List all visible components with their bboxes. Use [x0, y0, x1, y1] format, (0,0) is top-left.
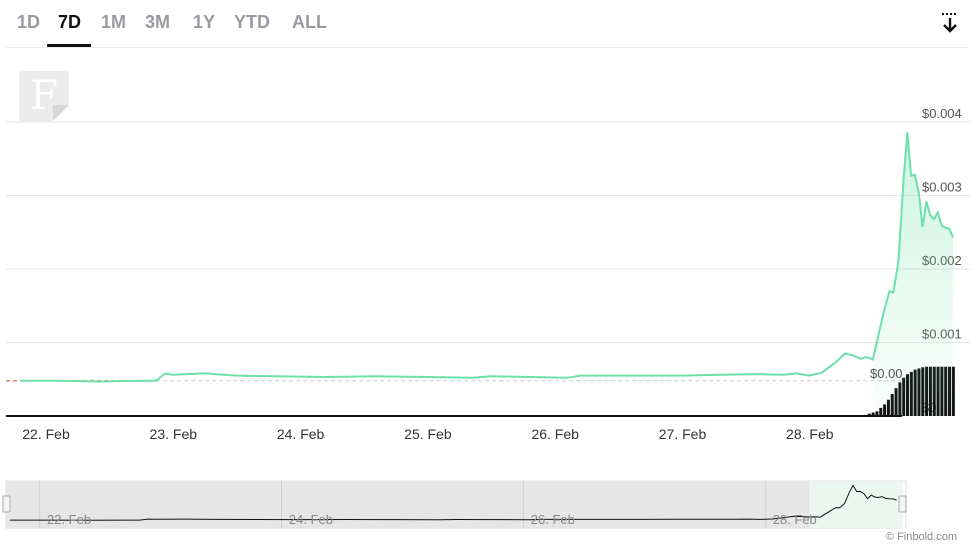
- y-tick-label: $0.003: [922, 180, 962, 195]
- navigator-tick-label: 26. Feb: [531, 512, 575, 527]
- tab-3m[interactable]: 3M: [145, 12, 171, 32]
- y-tick-label: $0.004: [922, 106, 962, 121]
- navigator-line: [10, 484, 897, 521]
- x-tick-label: 22. Feb: [22, 426, 70, 442]
- x-tick-label: 25. Feb: [404, 426, 452, 442]
- active-tab-underline: [47, 44, 91, 47]
- tab-1y[interactable]: 1Y: [193, 12, 216, 32]
- navigator-tick-label: 22. Feb: [47, 512, 91, 527]
- tab-1d[interactable]: 1D: [17, 12, 41, 32]
- x-tick-label: 27. Feb: [659, 426, 707, 442]
- credit-text: © Finbold.com: [885, 531, 957, 543]
- grid-lines: [6, 121, 970, 343]
- tabs-divider: [6, 47, 969, 48]
- price-line: [20, 132, 955, 383]
- tab-7d[interactable]: 7D: [58, 12, 82, 32]
- navigator-mask: [6, 481, 809, 528]
- navigator-right-handle[interactable]: [898, 495, 907, 513]
- download-icon[interactable]: [938, 10, 962, 36]
- navigator-tick-label: 28. Feb: [773, 512, 817, 527]
- current-value-label: $0.00: [870, 366, 903, 381]
- navigator-selection[interactable]: [809, 481, 903, 528]
- x-axis-labels: 22. Feb 23. Feb 24. Feb 25. Feb 26. Feb 27. F…: [22, 426, 833, 442]
- volume-bar: [867, 413, 871, 416]
- range-tabs: 1D 7D 1M 3M 1Y YTD ALL: [0, 0, 975, 48]
- tab-all[interactable]: ALL: [292, 12, 327, 32]
- navigator-left-handle[interactable]: [2, 495, 11, 513]
- navigator-tick-label: 24. Feb: [289, 512, 333, 527]
- tab-ytd[interactable]: YTD: [234, 12, 270, 32]
- price-area: [872, 132, 954, 417]
- navigator-labels: 22. Feb 24. Feb 26. Feb 28. Feb: [47, 512, 817, 527]
- x-tick-label: 23. Feb: [150, 426, 198, 442]
- finbold-logo: F: [19, 71, 69, 121]
- x-tick-label: 26. Feb: [531, 426, 579, 442]
- tab-1m[interactable]: 1M: [101, 12, 127, 32]
- navigator: 22. Feb 24. Feb 26. Feb 28. Feb: [2, 480, 907, 529]
- x-tick-label: 24. Feb: [277, 426, 325, 442]
- x-tick-label: 28. Feb: [786, 426, 834, 442]
- volume-bar: [951, 366, 955, 416]
